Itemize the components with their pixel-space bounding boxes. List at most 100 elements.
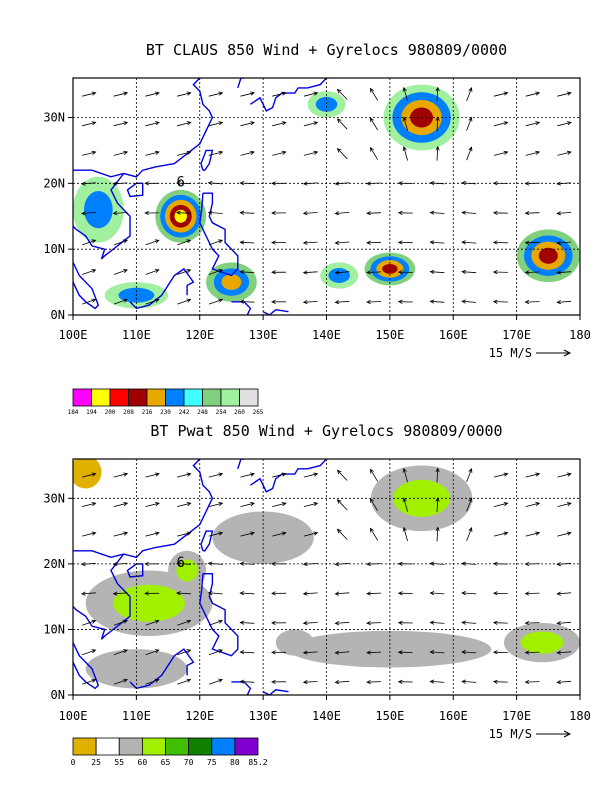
wind-vector: [145, 91, 160, 97]
wind-vector: [303, 91, 319, 97]
coastline: [73, 261, 100, 310]
shaded-region: [84, 191, 113, 229]
wind-vector: [461, 679, 477, 684]
wind-vector: [82, 531, 97, 537]
wind-vector: [334, 650, 350, 655]
wind-vector: [271, 591, 287, 596]
wind-vector: [524, 270, 540, 275]
shaded-region: [520, 631, 564, 654]
wind-vector: [466, 497, 473, 512]
wind-vector: [113, 121, 129, 127]
colorbar-label: 230: [160, 409, 171, 416]
wind-vector: [435, 467, 440, 483]
wind-vector: [525, 502, 541, 507]
wind-vector: [402, 467, 408, 483]
wind-vector: [145, 678, 160, 685]
wind-vector: [82, 121, 97, 127]
colorbar-swatch: [72, 737, 97, 756]
wind-vector: [402, 86, 408, 102]
wind-vector: [82, 91, 97, 97]
wind-vector: [113, 91, 129, 97]
wind-vector: [208, 472, 224, 478]
wind-vector: [240, 121, 256, 127]
wind-vector: [113, 298, 128, 305]
wind-vector: [302, 680, 318, 685]
wind-vector: [461, 299, 477, 304]
wind-vector: [466, 527, 473, 542]
wind-vector: [239, 561, 255, 566]
x-tick-label: 120E: [185, 709, 214, 723]
wind-vector: [429, 181, 445, 186]
wind-vector: [397, 620, 413, 625]
wind-vector: [271, 270, 287, 275]
wind-vector: [435, 496, 440, 512]
wind-vector: [112, 181, 128, 186]
wind-vector: [208, 91, 224, 97]
x-tick-label: 180: [569, 328, 591, 342]
x-tick-label: 170E: [502, 709, 531, 723]
wind-vector: [493, 531, 509, 537]
colorbar-swatch: [72, 388, 92, 407]
wind-vector: [82, 150, 97, 156]
x-tick-label: 160E: [439, 709, 468, 723]
wind-vector: [144, 561, 160, 567]
wind-vector: [80, 211, 96, 216]
colorbar-label: 242: [179, 409, 190, 416]
wind-vector: [524, 299, 540, 305]
wind-vector: [524, 679, 540, 685]
wind-vector: [524, 210, 540, 216]
wind-vector: [303, 150, 319, 156]
wind-vector: [461, 561, 477, 566]
colorbar-swatch: [220, 388, 240, 407]
wind-vector: [492, 181, 508, 186]
wind-vector: [82, 678, 97, 685]
colorbar-label: 265: [253, 409, 264, 416]
wind-vector: [208, 531, 224, 537]
colorbar-swatch: [128, 388, 148, 407]
wind-vector: [366, 211, 382, 216]
x-tick-label: 180: [569, 709, 591, 723]
wind-vector: [429, 299, 445, 304]
wind-vector: [175, 210, 191, 215]
colorbar-label: 0: [71, 758, 76, 767]
coastline: [73, 78, 214, 178]
x-tick-label: 100E: [59, 328, 88, 342]
coastline: [250, 459, 328, 493]
colorbar-swatch: [211, 737, 236, 756]
wind-vector: [334, 270, 350, 275]
wind-vector: [177, 91, 192, 97]
wind-vector: [240, 531, 255, 537]
wind-vector: [435, 526, 440, 542]
coastline: [231, 301, 252, 315]
wind-vector: [82, 472, 97, 478]
wind-vector: [466, 116, 473, 131]
x-tick-label: 160E: [439, 328, 468, 342]
wind-vector: [82, 239, 97, 246]
wind-vector: [461, 591, 477, 596]
y-tick-label: 20N: [43, 557, 65, 571]
wind-vector: [402, 526, 408, 542]
wind-vector: [208, 269, 224, 275]
wind-vector: [556, 680, 572, 685]
wind-vector: [492, 240, 508, 245]
wind-vector: [493, 150, 509, 156]
wind-vector: [82, 269, 97, 275]
wind-vector: [177, 619, 192, 626]
wind-vector: [113, 472, 129, 478]
wind-vector: [302, 591, 318, 596]
x-tick-label: 150E: [375, 328, 404, 342]
wind-vector: [145, 649, 160, 656]
coastline: [126, 182, 144, 198]
wind-vector: [303, 531, 319, 537]
wind-vector: [557, 472, 572, 478]
colorbar-label: 184: [68, 409, 79, 416]
vector-reference-arrow: [536, 349, 572, 357]
coastline: [237, 459, 245, 470]
colorbar-label: 216: [142, 409, 153, 416]
coastline: [262, 689, 289, 695]
wind-vector: [240, 91, 255, 97]
colorbar-label: 260: [234, 409, 245, 416]
wind-vector: [334, 591, 350, 596]
wind-vector: [334, 300, 350, 305]
wind-vector: [208, 649, 224, 656]
